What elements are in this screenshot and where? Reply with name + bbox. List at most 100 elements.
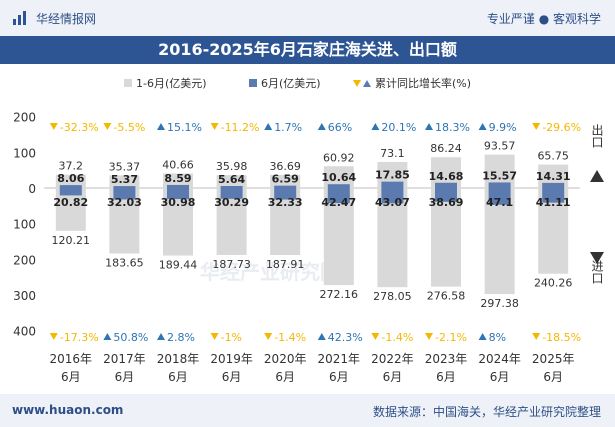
bar-export-cumulative (55, 174, 86, 188)
label-import-monthly: 30.29 (214, 196, 249, 209)
legend-swatch-monthly (249, 79, 257, 87)
growth-import-label: -18.5% (542, 331, 581, 344)
label-export-cumulative: 35.98 (216, 160, 248, 173)
top-bar: 华经情报网 专业严谨 ● 客观科学 (0, 0, 615, 36)
chart: 华经产业研究院 1-6月(亿美元) 6月(亿美元) 累计同比增长率(%) 200 100 0… (13, 76, 604, 384)
label-import-monthly: 32.03 (107, 196, 142, 209)
x-tick-label-year: 2016年 (50, 352, 93, 366)
label-import-cumulative: 278.05 (373, 290, 412, 303)
bar-export-monthly (274, 185, 297, 188)
growth-export-marker (478, 123, 487, 130)
growth-export-marker (103, 123, 112, 130)
label-import-monthly: 30.98 (161, 196, 196, 209)
import-arrow-icon (590, 252, 604, 264)
y-tick-label: 100 (13, 146, 36, 160)
legend-swatch-cumulative (124, 79, 132, 87)
growth-export-marker (210, 123, 219, 130)
label-export-cumulative: 73.1 (380, 147, 405, 160)
bar-import-cumulative (323, 188, 354, 286)
label-import-cumulative: 189.44 (159, 259, 198, 272)
label-import-cumulative: 183.65 (105, 257, 144, 270)
growth-export-label: 20.1% (381, 121, 416, 134)
growth-import-marker (210, 333, 219, 340)
label-export-monthly: 5.64 (218, 173, 245, 186)
growth-export-label: 9.9% (489, 121, 517, 134)
website: www.huaon.com (12, 403, 124, 417)
tagline: 专业严谨 ● 客观科学 (486, 12, 601, 26)
label-export-monthly: 8.59 (164, 172, 191, 185)
watermark-text: 华经产业研究院 (200, 260, 340, 284)
growth-import-marker (49, 333, 58, 340)
bar-import-cumulative (431, 188, 461, 287)
chart-title: 2016-2025年6月石家庄海关进、出口额 (0, 36, 615, 64)
label-export-monthly: 17.85 (375, 169, 410, 182)
x-tick-label-year: 2020年 (264, 352, 307, 366)
legend-label-cumulative: 1-6月(亿美元) (136, 77, 207, 90)
x-tick-label-year: 2017年 (103, 352, 146, 366)
label-export-cumulative: 65.75 (537, 150, 569, 163)
bar-import-cumulative (484, 188, 515, 295)
y-tick-label: 100 (13, 218, 36, 232)
bar-import-monthly (220, 188, 243, 199)
x-tick-label-month: 6月 (168, 370, 188, 384)
label-export-cumulative: 93.57 (484, 140, 516, 153)
bar-import-monthly (542, 188, 565, 203)
bar-export-monthly (327, 184, 350, 188)
growth-import-label: 50.8% (113, 331, 148, 344)
y-tick-label: 400 (13, 325, 36, 339)
growth-import-label: 8% (489, 331, 506, 344)
growth-export-marker (264, 123, 273, 130)
growth-import-marker (157, 333, 165, 340)
growth-export-marker (49, 123, 58, 130)
growth-import-label: 2.8% (167, 331, 195, 344)
growth-import-label: 42.3% (328, 331, 363, 344)
label-import-monthly: 43.07 (375, 196, 410, 209)
growth-import-marker (371, 333, 380, 340)
side-label-export: 出口 (590, 124, 604, 148)
x-tick-label-month: 6月 (115, 370, 135, 384)
label-import-cumulative: 187.91 (266, 258, 305, 271)
growth-export-label: 18.3% (435, 121, 470, 134)
bar-import-cumulative (163, 188, 193, 256)
x-tick-label-month: 6月 (329, 370, 349, 384)
bar-import-monthly (327, 188, 350, 204)
label-export-cumulative: 36.69 (269, 160, 301, 173)
label-export-cumulative: 40.66 (162, 158, 194, 171)
x-tick-label-year: 2018年 (157, 352, 200, 366)
bar-import-monthly (274, 188, 297, 200)
label-export-monthly: 8.06 (57, 172, 84, 185)
y-tick-label: 200 (13, 111, 36, 125)
bar-export-monthly (113, 186, 136, 188)
label-export-monthly: 5.37 (111, 173, 138, 186)
x-tick-label-month: 6月 (275, 370, 295, 384)
bar-export-cumulative (538, 164, 569, 188)
growth-import-marker (425, 333, 433, 340)
x-tick-label-year: 2025年 (532, 352, 575, 366)
legend-marker-down (353, 80, 361, 87)
label-import-monthly: 42.47 (321, 196, 356, 209)
label-import-cumulative: 120.21 (52, 234, 91, 247)
label-export-cumulative: 35.37 (109, 160, 141, 173)
legend-label-monthly: 6月(亿美元) (261, 77, 321, 90)
growth-import-marker (103, 333, 112, 340)
label-import-monthly: 41.11 (536, 196, 571, 209)
x-tick-label-year: 2022年 (371, 352, 414, 366)
data-source: 数据来源：中国海关，华经产业研究院整理 (372, 405, 601, 419)
label-export-monthly: 14.31 (536, 170, 571, 183)
growth-export-marker (317, 123, 326, 130)
bar-export-cumulative (216, 175, 247, 188)
growth-import-marker (478, 333, 487, 340)
growth-export-label: -11.2% (221, 121, 260, 134)
bar-export-cumulative (484, 154, 515, 188)
bar-export-cumulative (109, 175, 140, 188)
label-import-cumulative: 187.73 (212, 258, 251, 271)
label-import-cumulative: 297.38 (480, 297, 519, 310)
growth-export-label: 1.7% (274, 121, 302, 134)
label-export-cumulative: 60.92 (323, 151, 355, 164)
bar-export-monthly (59, 185, 82, 188)
bar-import-cumulative (377, 188, 408, 288)
growth-export-label: -5.5% (113, 121, 145, 134)
bar-import-monthly (59, 188, 82, 196)
bar-export-monthly (488, 182, 511, 188)
label-export-cumulative: 86.24 (430, 142, 462, 155)
